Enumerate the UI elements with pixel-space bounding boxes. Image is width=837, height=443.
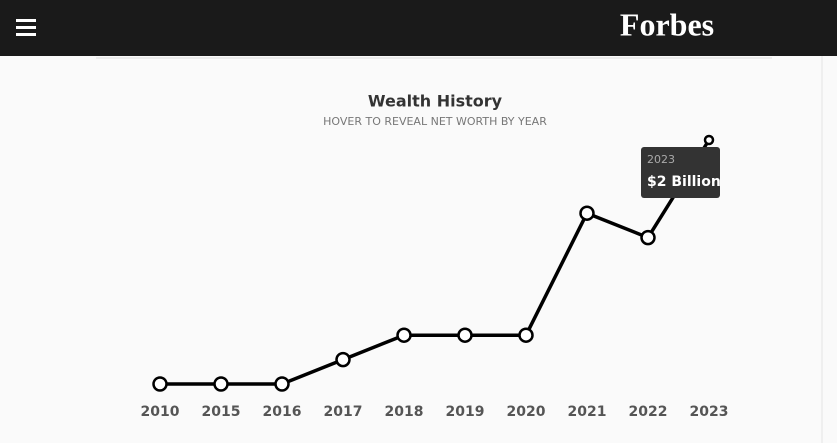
line: [160, 139, 711, 386]
x-tick-label: 2022: [629, 404, 668, 420]
menu-line: [16, 26, 36, 29]
menu-line: [16, 19, 36, 22]
point[interactable]: [152, 376, 168, 392]
point[interactable]: [335, 351, 351, 368]
chart-subtitle: HOVER TO REVEAL NET WORTH BY YEAR: [323, 115, 547, 128]
point[interactable]: [457, 327, 473, 343]
header-bar: [0, 0, 837, 56]
x-tick-label: 2010: [141, 404, 180, 420]
tooltip: 2023 $2 Billion: [641, 147, 721, 198]
point[interactable]: [274, 376, 290, 392]
x-tick-label: 2020: [507, 404, 546, 420]
logo[interactable]: Forbes: [620, 6, 714, 42]
point[interactable]: [703, 134, 715, 146]
menu-button[interactable]: [16, 19, 36, 36]
point[interactable]: [640, 229, 656, 246]
x-tick-label: 2021: [568, 404, 607, 420]
point[interactable]: [396, 327, 412, 343]
x-tick-label: 2018: [385, 404, 424, 420]
chart-title: Wealth History: [368, 92, 503, 111]
menu-line: [16, 33, 36, 36]
tooltip-value: $2 Billion: [647, 174, 721, 190]
x-tick-label: 2016: [263, 404, 302, 420]
tooltip-year: 2023: [647, 153, 675, 166]
tooltip-box: [641, 147, 720, 198]
point[interactable]: [518, 327, 534, 343]
point[interactable]: [213, 376, 229, 392]
point[interactable]: [579, 205, 595, 221]
x-tick-label: 2019: [446, 404, 485, 420]
x-tick-label: 2023: [690, 404, 729, 420]
x-tick-label: 2015: [202, 404, 241, 420]
x-tick-label: 2017: [324, 404, 363, 420]
